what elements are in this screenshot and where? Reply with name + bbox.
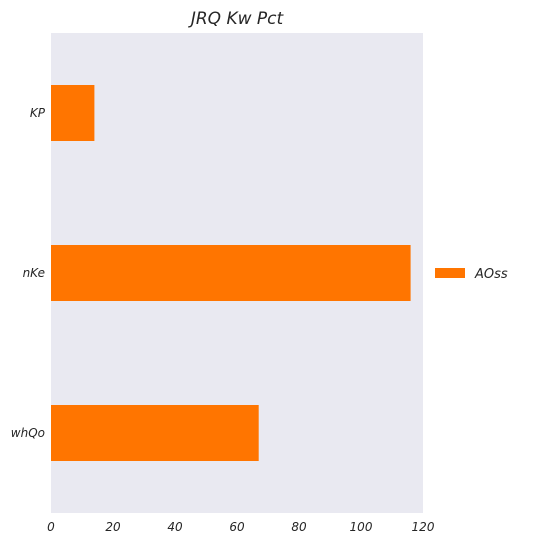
legend-label-aoss: AOss <box>474 267 508 282</box>
x-tick-label-120: 120 <box>412 520 435 534</box>
x-tick-label-40: 40 <box>167 520 183 534</box>
bars <box>51 85 411 461</box>
chart-title: JRQ Kw Pct <box>188 9 285 29</box>
y-tick-label-nke: nKe <box>23 266 45 280</box>
y-axis-tick-labels: KP nKe whQo <box>11 106 46 440</box>
legend-swatch-aoss <box>435 268 465 278</box>
x-tick-label-100: 100 <box>350 520 373 534</box>
x-axis-tick-labels: 0 20 40 60 80 100 120 <box>47 520 435 534</box>
x-tick-label-20: 20 <box>105 520 121 534</box>
bar-kp <box>51 85 95 141</box>
x-tick-label-0: 0 <box>47 520 55 534</box>
bar-nke <box>51 245 411 301</box>
bar-whqo <box>51 405 259 461</box>
x-tick-label-80: 80 <box>291 520 307 534</box>
y-tick-label-kp: KP <box>30 106 46 120</box>
legend: AOss <box>435 267 508 282</box>
y-tick-label-whqo: whQo <box>11 426 45 440</box>
x-tick-label-60: 60 <box>229 520 245 534</box>
